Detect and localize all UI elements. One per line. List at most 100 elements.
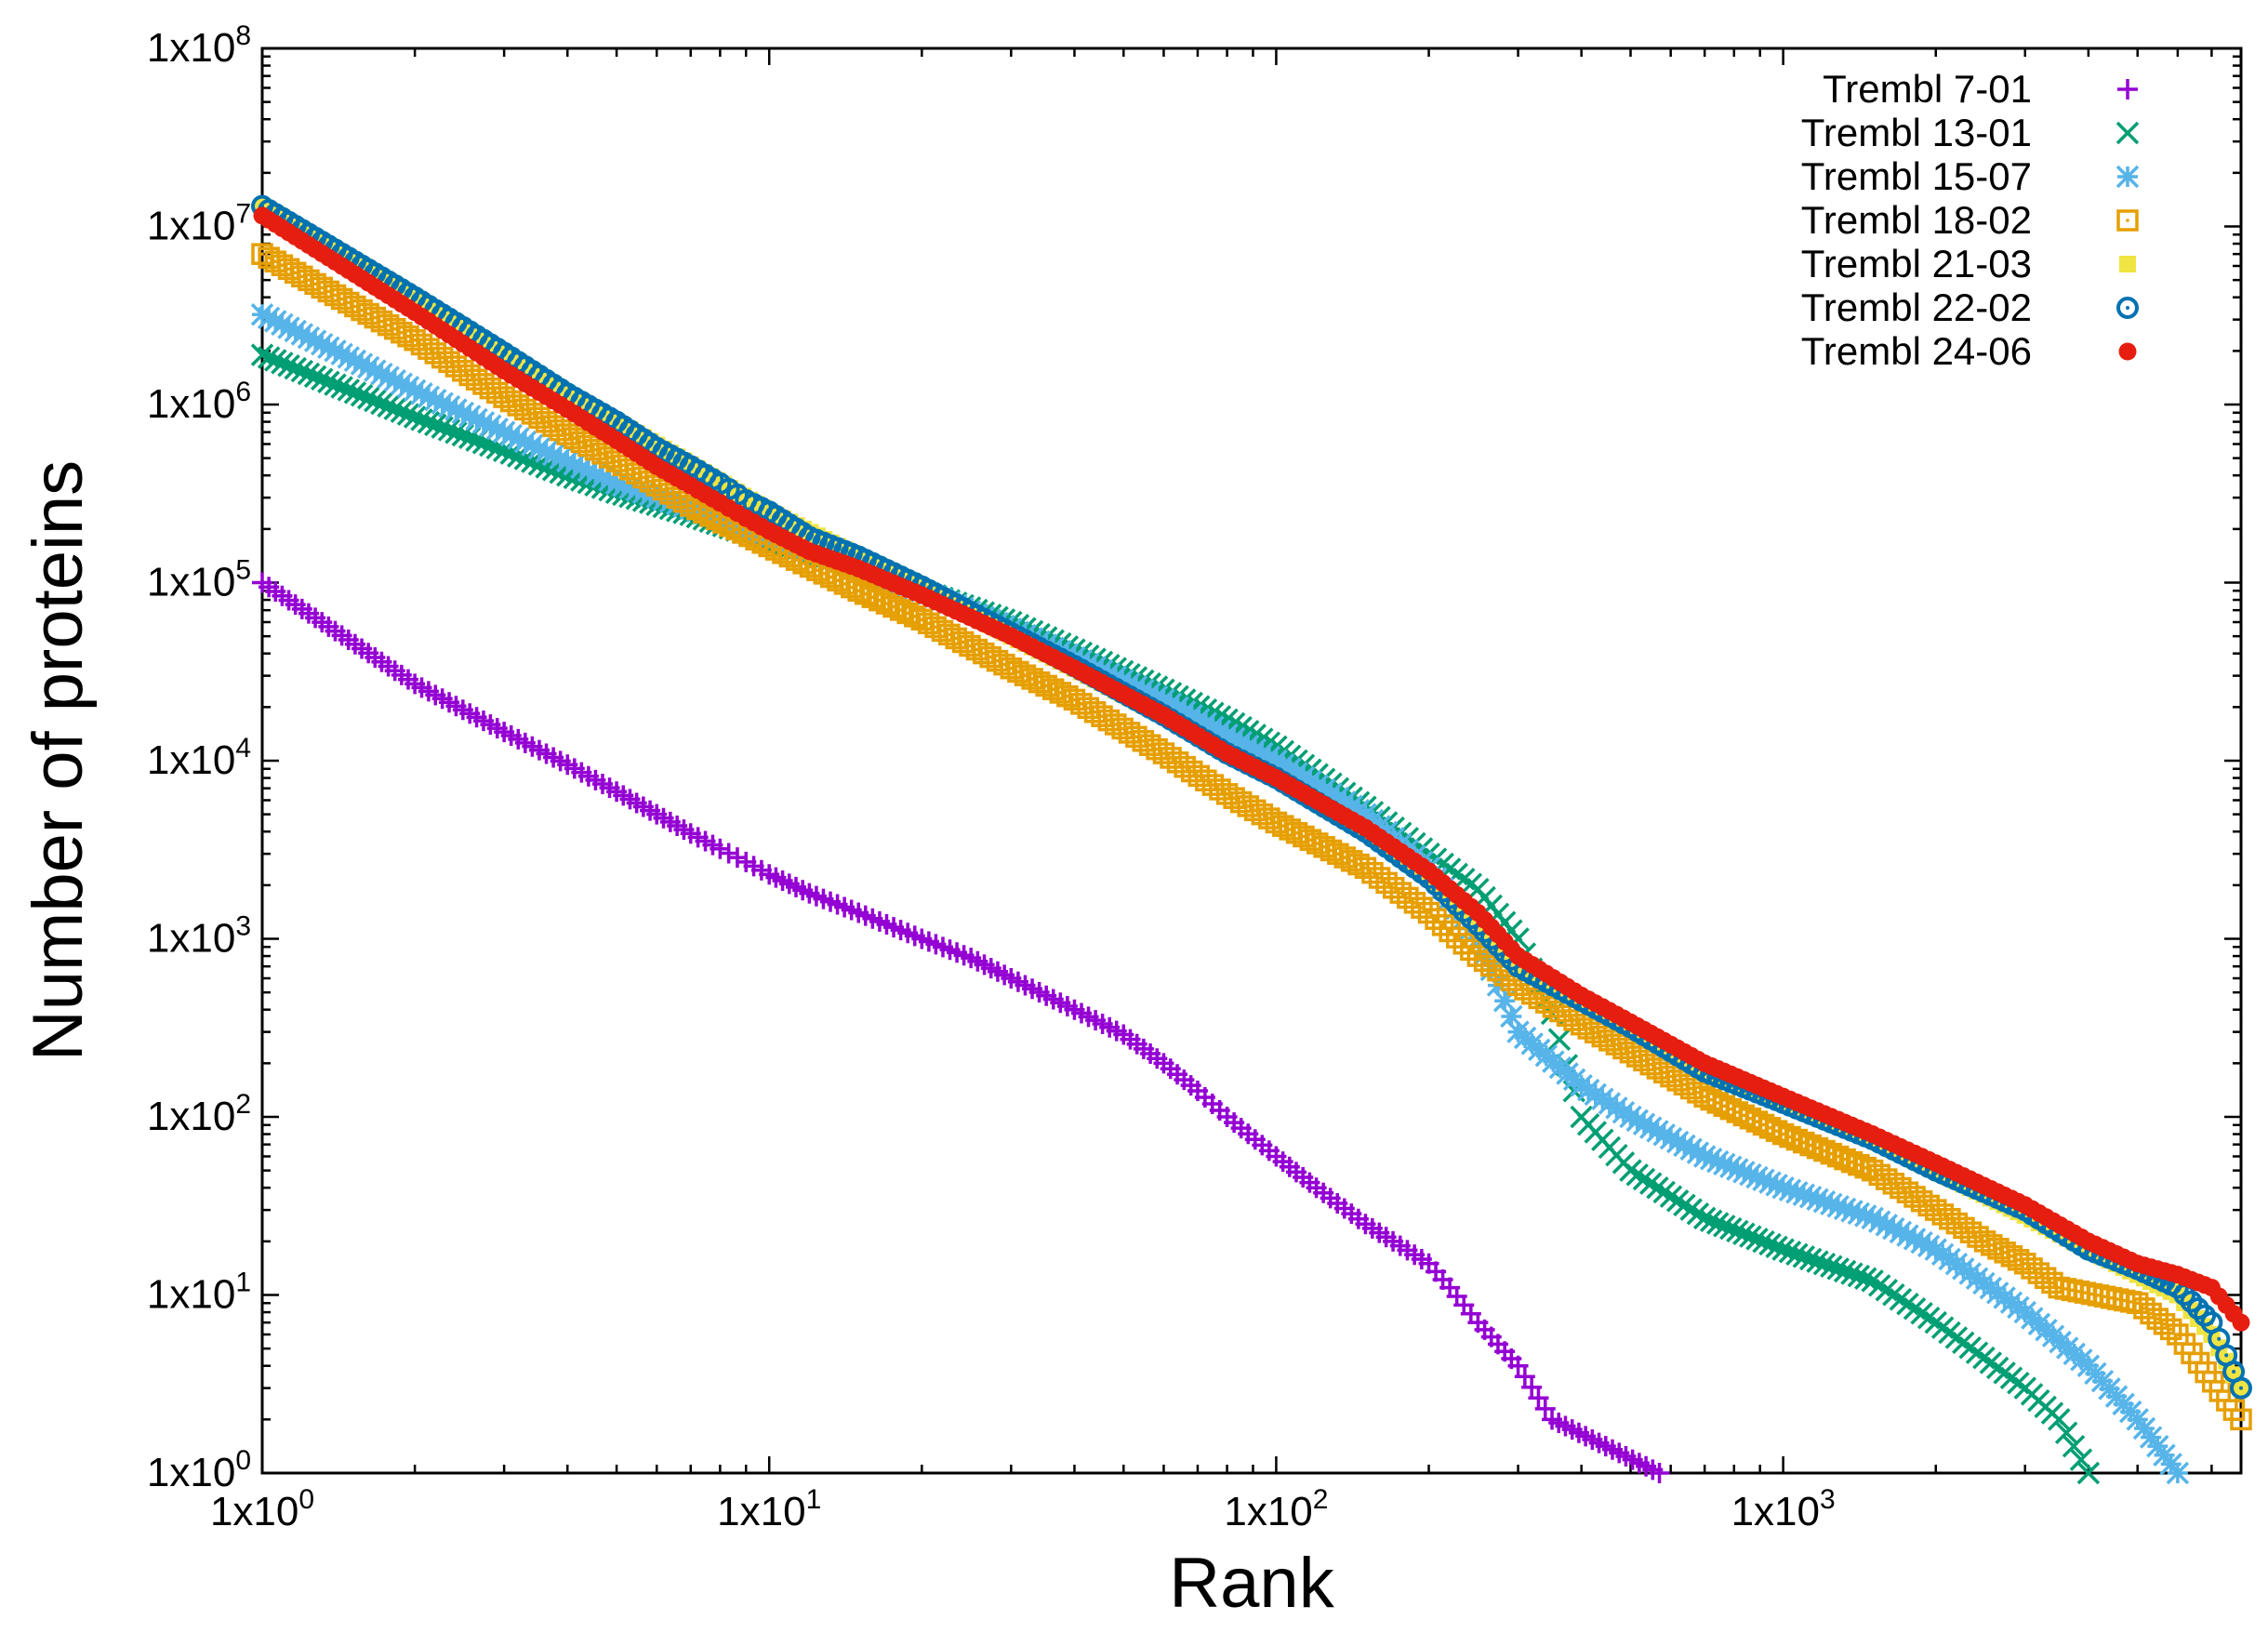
- data-point: [1500, 1004, 1523, 1029]
- data-point: [1679, 1137, 1703, 1161]
- data-point: [1692, 1145, 1717, 1168]
- data-point: [507, 427, 530, 450]
- data-point: [1706, 1149, 1730, 1174]
- data-point: [1840, 1262, 1863, 1285]
- data-point: [1875, 1279, 1899, 1302]
- data-point: [1340, 794, 1363, 818]
- data-point: [1820, 1255, 1843, 1279]
- data-point: [1745, 1228, 1769, 1251]
- data-point: [1118, 671, 1141, 696]
- data-point: [1699, 1148, 1723, 1171]
- y-tick-label: 1x107: [147, 199, 251, 249]
- data-point: [711, 509, 736, 533]
- data-point: [1326, 786, 1350, 810]
- data-point: [390, 400, 414, 423]
- data-point: [1833, 1197, 1857, 1221]
- data-point: [479, 414, 502, 438]
- data-point: [431, 392, 454, 415]
- data-point: [343, 349, 367, 373]
- data-point: [1173, 699, 1197, 724]
- data-point: [1665, 1189, 1690, 1213]
- data-point: [1632, 1112, 1656, 1135]
- data-point: [370, 392, 393, 416]
- data-point: [444, 420, 468, 445]
- data-point: [1732, 1222, 1756, 1245]
- data-point: [364, 389, 387, 413]
- data-point: [396, 376, 420, 399]
- data-point: [1973, 1230, 1996, 1253]
- data-point: [1854, 1204, 1877, 1228]
- data-point: [410, 382, 433, 405]
- data-point: [1208, 719, 1232, 743]
- data-point: [298, 269, 320, 292]
- data-point: [499, 423, 523, 447]
- data-point: [1570, 1074, 1593, 1097]
- data-point: [337, 378, 361, 402]
- data-point: [311, 276, 333, 299]
- y-axis-title: Number of proteins: [19, 460, 98, 1061]
- data-point: [324, 339, 347, 363]
- data-point: [465, 407, 488, 431]
- data-point: [2069, 1448, 2093, 1471]
- data-point: [1896, 1293, 1919, 1316]
- data-point: [277, 258, 300, 281]
- data-point: [297, 325, 321, 350]
- x-tick-label: 1x101: [717, 1484, 821, 1534]
- data-point: [1591, 1087, 1614, 1110]
- data-point: [1812, 1190, 1837, 1214]
- y-tick-label: 1x108: [147, 20, 251, 71]
- legend-marker: [2119, 256, 2136, 272]
- data-point: [257, 346, 281, 369]
- data-point: [2232, 1313, 2250, 1332]
- data-point: [1605, 1096, 1628, 1120]
- data-point: [1882, 1216, 1905, 1241]
- data-point: [1611, 1100, 1636, 1124]
- y-tick-label-exponent: 6: [235, 377, 251, 407]
- data-point: [297, 362, 321, 386]
- data-point: [718, 843, 739, 864]
- data-point: [631, 481, 656, 505]
- y-tick-label: 1x105: [147, 555, 251, 605]
- data-point: [541, 443, 565, 467]
- data-point: [1771, 1238, 1795, 1261]
- data-point: [1673, 1134, 1696, 1158]
- data-point: [1187, 708, 1211, 731]
- data-point: [1726, 1158, 1749, 1181]
- data-point: [1152, 688, 1175, 711]
- data-point: [1732, 1161, 1756, 1184]
- series-4: [251, 243, 2252, 1431]
- data-point: [304, 272, 326, 296]
- x-tick-label-exponent: 1: [806, 1484, 822, 1515]
- data-point: [1547, 1028, 1572, 1051]
- data-point: [350, 352, 374, 376]
- data-point: [724, 513, 749, 538]
- data-point: [303, 365, 327, 389]
- data-point: [1726, 1219, 1749, 1243]
- legend-label: Trembl 7-01: [1823, 67, 2032, 111]
- y-tick-label: 1x106: [147, 377, 251, 427]
- data-point: [1124, 675, 1148, 698]
- x-tick-label: 1x100: [210, 1484, 314, 1534]
- legend-label: Trembl 24-06: [1801, 329, 2032, 373]
- data-point: [1713, 1215, 1736, 1238]
- y-tick-label-exponent: 8: [235, 20, 251, 51]
- data-point: [1739, 1225, 1762, 1248]
- data-point: [356, 386, 380, 410]
- legend-marker: [2116, 297, 2139, 319]
- data-point: [1739, 1162, 1762, 1187]
- data-point: [330, 342, 353, 366]
- x-tick-label-exponent: 3: [1820, 1484, 1836, 1515]
- data-point: [1820, 1192, 1843, 1216]
- legend-marker: [2115, 165, 2140, 189]
- data-point: [391, 321, 413, 344]
- data-point: [1745, 1165, 1769, 1189]
- data-point: [1917, 1306, 1941, 1330]
- data-point: [1278, 757, 1302, 781]
- data-point: [250, 303, 274, 326]
- data-point: [1646, 1120, 1669, 1143]
- y-tick-label-mantissa: 1x10: [147, 381, 235, 427]
- data-point: [1632, 1167, 1656, 1191]
- data-point: [264, 250, 287, 272]
- data-point: [1778, 1178, 1802, 1202]
- data-point: [1686, 1202, 1710, 1226]
